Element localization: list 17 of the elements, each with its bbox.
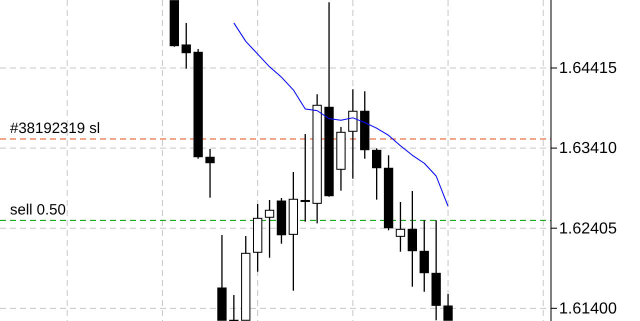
line-series xyxy=(233,22,449,207)
candlestick xyxy=(443,293,453,321)
candlestick xyxy=(348,88,358,180)
y-tick-label: 1.64415 xyxy=(559,60,617,78)
candlestick xyxy=(300,133,310,222)
y-tick-label: 1.63410 xyxy=(559,140,617,158)
ref-line-label: #38192319 sl xyxy=(10,120,100,138)
candlestick xyxy=(408,190,418,288)
candlestick xyxy=(396,201,406,252)
ref-line-label: sell 0.50 xyxy=(10,201,66,218)
y-tick-label: 1.61400 xyxy=(559,300,617,318)
y-tick-label: 1.62405 xyxy=(559,220,617,238)
candlestick xyxy=(264,199,274,258)
candlestick xyxy=(205,148,215,198)
candlestick xyxy=(420,220,429,292)
candlestick xyxy=(182,22,191,70)
candlestick xyxy=(372,148,382,200)
